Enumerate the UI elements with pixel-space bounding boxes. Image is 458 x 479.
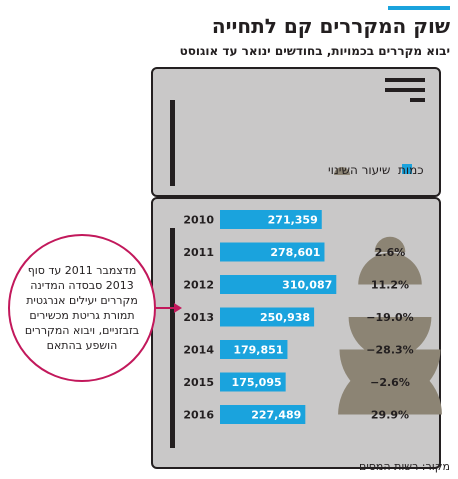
chart-labels: 2010 271,359 2011 278,601 2.6% 2012 310,087 11.… — [183, 214, 413, 422]
chart-legend: כמות שיעור השינוי — [328, 163, 424, 177]
year-label-2014: 2014 — [183, 344, 214, 357]
bar-2016 — [220, 405, 306, 424]
fridge-top-handle — [170, 100, 175, 186]
value-label-2015: 175,095 — [232, 376, 282, 389]
year-label-2016: 2016 — [183, 409, 214, 422]
fridge-vent-1 — [385, 78, 425, 82]
bar-2013 — [220, 307, 315, 327]
year-label-2012: 2012 — [183, 279, 214, 292]
value-label-2013: 250,938 — [260, 311, 310, 324]
bar-2010 — [220, 210, 322, 229]
change-semicircle-2016 — [338, 362, 442, 415]
bar-2015 — [220, 372, 286, 392]
year-label-2010: 2010 — [183, 214, 214, 227]
change-label-2016: 29.9% — [371, 409, 409, 422]
year-label-2013: 2013 — [183, 311, 214, 324]
change-label-2011: 2.6% — [375, 246, 406, 259]
change-semicircle-2011 — [374, 236, 406, 252]
legend-label-quantity: כמות — [398, 163, 424, 177]
change-semicircles — [338, 236, 442, 415]
top-accent-bar — [388, 6, 450, 10]
chart-title: שוק המקררים קם לתחייה — [211, 14, 450, 38]
bar-2011 — [220, 242, 325, 262]
annotation-arrow-head — [174, 303, 182, 313]
chart-subtitle: יבוא מקררים בכמויות, בחודשים ינואר עד או… — [179, 44, 450, 58]
year-label-2015: 2015 — [183, 376, 214, 389]
legend-label-change: שיעור השינוי — [328, 163, 390, 177]
annotation-text: מדצמבר 2011 עד סוף 2013 סבסדה המדינה מקר… — [24, 264, 140, 352]
change-label-2012: 11.2% — [371, 279, 409, 292]
fridge-vent-2 — [385, 88, 425, 92]
bar-2012 — [220, 275, 337, 294]
value-label-2014: 179,851 — [233, 344, 283, 357]
bar-2014 — [220, 340, 288, 359]
value-label-2012: 310,087 — [282, 279, 332, 292]
year-label-2011: 2011 — [183, 246, 214, 259]
change-label-2015: −2.6% — [370, 376, 410, 389]
value-label-2011: 278,601 — [270, 246, 320, 259]
fridge-vent-3 — [410, 98, 425, 102]
legend-swatch-quantity — [402, 164, 412, 174]
value-label-2010: 271,359 — [268, 214, 318, 227]
quantity-bars — [220, 210, 337, 424]
annotation-circle: מדצמבר 2011 עד סוף 2013 סבסדה המדינה מקר… — [8, 234, 156, 382]
source-note: מקור: רשות המסים — [359, 460, 450, 473]
change-label-2013: −19.0% — [366, 311, 413, 324]
annotation-arrow — [156, 307, 176, 309]
change-label-2014: −28.3% — [366, 344, 413, 357]
fridge-top-door — [151, 67, 441, 197]
change-semicircle-2012 — [358, 252, 422, 285]
legend-swatch-change — [334, 167, 350, 175]
fridge-bottom-handle — [170, 228, 175, 448]
change-semicircle-2013 — [348, 317, 432, 359]
value-label-2016: 227,489 — [251, 409, 301, 422]
